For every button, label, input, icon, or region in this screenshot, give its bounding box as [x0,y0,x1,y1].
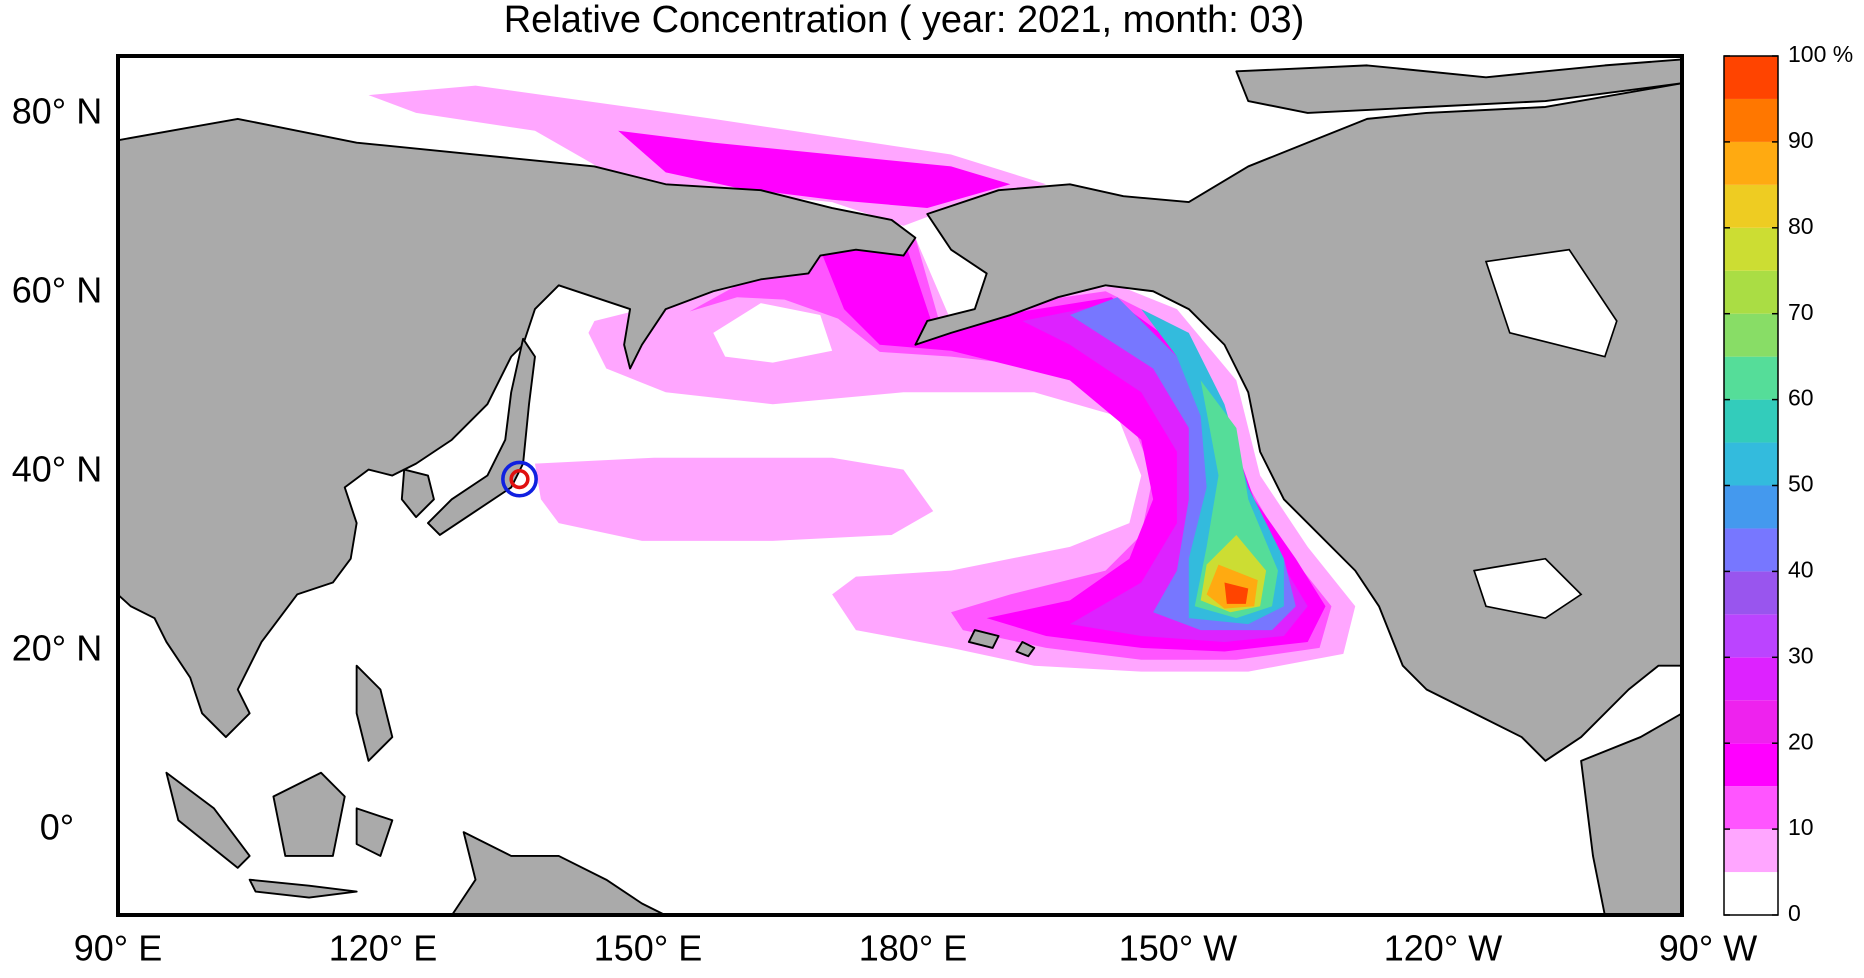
colorbar-tick-label: 60 [1788,385,1814,411]
colorbar-band [1724,872,1778,915]
colorbar-band [1724,356,1778,400]
colorbar-tick-label: 90 [1788,127,1814,153]
colorbar-tick-label: 50 [1788,471,1814,497]
colorbar-tick-label: 20 [1788,728,1814,754]
site-marker-outer [501,460,538,498]
colorbar-band [1724,743,1778,787]
concentration-contour [1224,582,1249,604]
colorbar-band [1724,485,1778,529]
lat-label: 20° N [12,628,102,669]
colorbar-band [1724,528,1778,572]
colorbar-tick-label: 80 [1788,213,1814,239]
lon-label: 150° E [594,928,702,969]
lon-label: 90° E [74,928,162,969]
colorbar-band [1724,657,1778,701]
lat-label: 0° [40,807,74,848]
site-marker-inner [509,468,530,490]
colorbar-band [1724,56,1778,99]
lon-label: 120° W [1384,928,1502,969]
concentration-plume [368,85,1356,672]
lat-label: 40° N [12,449,102,490]
concentration-contour [534,457,934,541]
lon-label: 120° E [329,928,437,969]
colorbar-band [1724,270,1778,314]
title: Relative Concentration ( year: 2021, mon… [504,0,1305,41]
colorbar-band [1724,786,1778,830]
colorbar-band [1724,700,1778,744]
lon-label: 180° E [859,928,967,969]
colorbar-band [1724,98,1778,142]
lat-label: 80° N [12,91,102,132]
colorbar-band [1724,571,1778,615]
lat-label: 60° N [12,270,102,311]
concentration-contour [713,303,833,363]
lon-label: 150° W [1119,928,1237,969]
map-frame [116,54,1684,917]
colorbar-band [1724,184,1778,228]
colorbar-tick-label: 10 [1788,814,1814,840]
colorbar-tick-label: 70 [1788,299,1814,325]
colorbar-band [1724,399,1778,443]
colorbar-band [1724,614,1778,658]
lon-label: 90° W [1659,928,1757,969]
colorbar-band [1724,829,1778,873]
colorbar-band [1724,442,1778,486]
colorbar-tick-label: 40 [1788,556,1814,582]
colorbar-band [1724,141,1778,185]
colorbar-tick-label: 100 % [1788,41,1853,67]
land [117,58,1683,916]
map-area [117,55,1683,916]
colorbar-tick-label: 30 [1788,642,1814,668]
colorbar-tick-label: 0 [1788,900,1801,926]
colorbar-band [1724,313,1778,357]
concentration-contour [618,130,1011,209]
colorbar-band [1724,227,1778,271]
